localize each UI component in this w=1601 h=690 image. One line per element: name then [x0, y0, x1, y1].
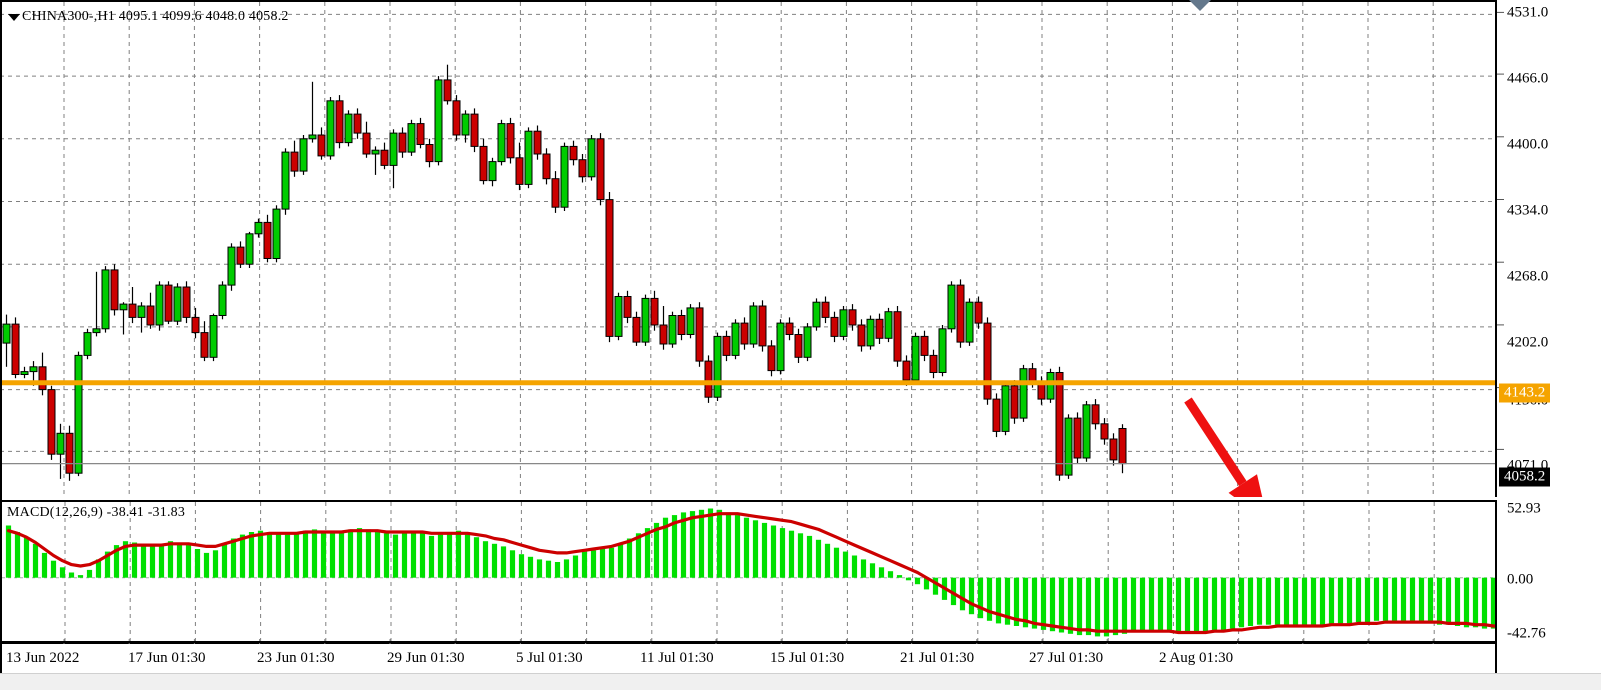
- page-title: CHINA300-,H1 4095.1 4099.6 4048.0 4058.2: [22, 9, 289, 24]
- left-border: [0, 0, 2, 673]
- macd-tick: 0.00: [1507, 571, 1534, 588]
- time-axis-label: 27 Jul 01:30: [1029, 650, 1104, 666]
- time-axis-label: 15 Jul 01:30: [770, 650, 845, 666]
- status-strip: [0, 673, 1601, 690]
- time-axis-label: 5 Jul 01:30: [516, 650, 583, 666]
- price-tick: 4531.0: [1507, 4, 1549, 21]
- triangle-down-icon[interactable]: [8, 14, 20, 21]
- price-chart-pane[interactable]: [0, 0, 1497, 497]
- price-tick: 4268.0: [1507, 268, 1549, 285]
- macd-indicator-pane[interactable]: [0, 500, 1497, 643]
- time-axis-label: 2 Aug 01:30: [1159, 650, 1234, 666]
- price-tick: 4202.0: [1507, 334, 1549, 351]
- level-price-badge[interactable]: 4143.2: [1499, 383, 1551, 403]
- time-axis-label: 17 Jun 01:30: [128, 650, 206, 666]
- price-tick: 4334.0: [1507, 202, 1549, 219]
- time-axis-ticks: [63, 639, 1434, 644]
- price-tick: 4466.0: [1507, 70, 1549, 87]
- marker-triangle-down-icon: [1189, 0, 1211, 11]
- time-axis-label: 21 Jul 01:30: [900, 650, 975, 666]
- price-axis-ticks: [1497, 11, 1504, 450]
- price-tick: 4400.0: [1507, 136, 1549, 153]
- last-price-badge: 4058.2: [1499, 467, 1551, 487]
- price-chart-canvas: [0, 2, 1495, 497]
- macd-chart-canvas: [2, 502, 1495, 641]
- macd-tick: 52.93: [1507, 500, 1541, 517]
- time-axis-label: 13 Jun 2022: [6, 650, 80, 666]
- macd-title: MACD(12,26,9) -38.41 -31.83: [7, 505, 186, 520]
- macd-axis[interactable]: 52.93 0.00 -42.76: [1497, 500, 1601, 643]
- time-axis[interactable]: 13 Jun 2022 17 Jun 01:30 23 Jun 01:30 29 Ju…: [0, 639, 1497, 673]
- time-axis-label: 29 Jun 01:30: [387, 650, 465, 666]
- time-axis-label: 23 Jun 01:30: [257, 650, 335, 666]
- macd-tick: -42.76: [1507, 625, 1546, 642]
- time-axis-label: 11 Jul 01:30: [640, 650, 714, 666]
